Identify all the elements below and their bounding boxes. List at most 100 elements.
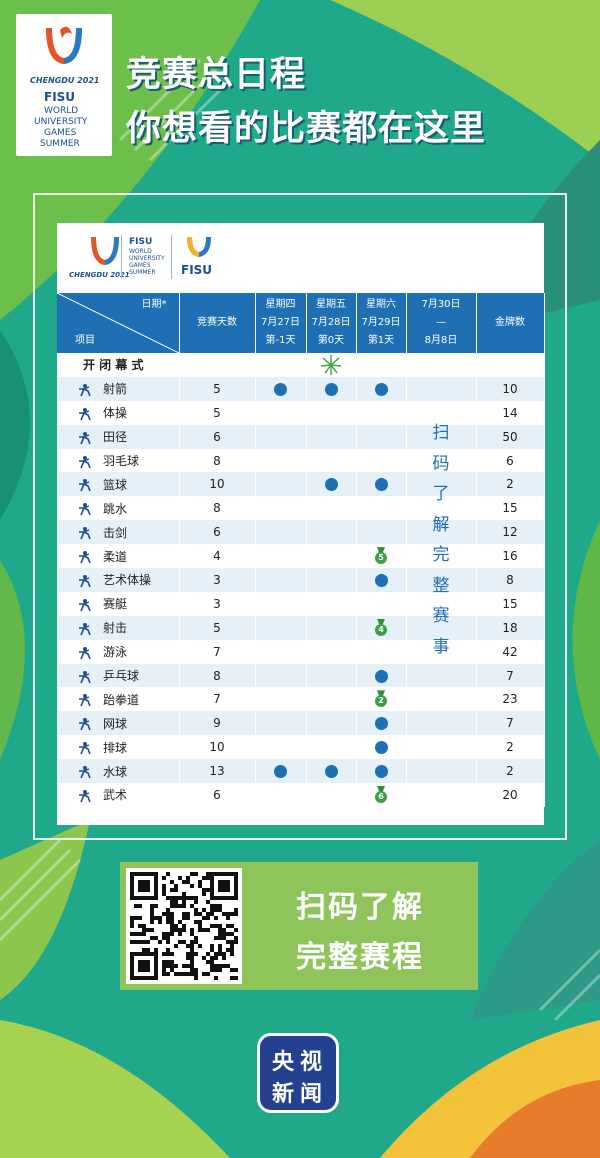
sport-pictogram-icon	[79, 407, 91, 421]
cell-sat	[356, 663, 407, 688]
sport-pictogram-icon	[79, 479, 91, 492]
medals-cell: 50	[476, 424, 545, 449]
table-row: 水球 13 2	[57, 759, 545, 784]
sport-name: 武术	[103, 788, 128, 803]
schedule-dot-icon	[324, 478, 338, 492]
ceremony-row: 开 闭 幕 式	[57, 353, 545, 377]
sport-name: 击剑	[103, 525, 128, 540]
range-cell	[406, 496, 477, 521]
header-medals: 金牌数	[476, 293, 545, 353]
fisu-mark-text: FISU	[181, 263, 213, 277]
sport-pictogram-icon	[79, 766, 91, 779]
cell-sat	[356, 376, 407, 401]
range-cell	[406, 544, 477, 569]
range-cell	[406, 735, 477, 760]
sport-name: 赛艇	[103, 597, 128, 612]
scan-note-char: 赛	[432, 606, 450, 626]
medal-count: 6	[375, 790, 387, 803]
sport-pictogram-icon	[79, 718, 91, 731]
scan-note-char: 整	[432, 575, 450, 596]
sport-cell: 羽毛球	[57, 448, 180, 473]
days-cell: 8	[179, 496, 256, 521]
days-cell: 8	[179, 448, 256, 473]
card-fisu: FISU	[129, 237, 153, 247]
sport-name: 乒乓球	[103, 669, 140, 684]
table-row: 体操 5 14	[57, 400, 545, 425]
schedule-dot-icon	[374, 765, 388, 779]
cell-sat	[356, 448, 407, 473]
sport-cell: 田径	[57, 424, 180, 449]
sport-pictogram-icon	[79, 551, 91, 564]
scan-note-char: 扫	[432, 423, 450, 443]
sport-pictogram-icon	[79, 503, 91, 516]
table-row: 武术 6 6 20	[57, 783, 545, 807]
days-cell: 3	[179, 591, 256, 616]
games-emblem-icon	[46, 26, 82, 64]
city-year-text: CHENGDU 2021	[30, 76, 100, 85]
sport-cell: 赛艇	[57, 591, 180, 616]
sport-cell: 击剑	[57, 520, 180, 545]
qr-panel[interactable]: 扫码了解 完整赛程	[120, 862, 478, 990]
header-thu-date: 7月27日	[260, 317, 301, 328]
header-fri-day: 第0天	[317, 335, 345, 346]
schedule-dot-icon	[374, 741, 388, 755]
schedule-dot-icon	[374, 382, 388, 396]
fisu-text: FISU	[44, 90, 76, 104]
header-range-end: 8月8日	[424, 335, 458, 346]
table-row: 跳水 8 15	[57, 496, 545, 521]
card-logos: CHENGDU 2021 FISU WORLD UNIVERSITY GAMES…	[57, 223, 544, 293]
gold-medal-icon: 5	[375, 547, 387, 565]
ceremony-days	[179, 353, 256, 377]
cell-sat: 6	[356, 783, 407, 807]
sport-cell: 篮球	[57, 472, 180, 497]
sport-name: 射击	[103, 621, 128, 636]
cell-thu	[255, 424, 307, 449]
badge-char-1: 央	[272, 1050, 295, 1075]
cell-fri	[306, 663, 357, 688]
cell-fri	[306, 735, 357, 760]
cell-fri	[306, 783, 357, 807]
fisu-mark-icon	[187, 237, 211, 257]
header-sat-date: 7月29日	[361, 317, 401, 328]
days-cell: 10	[179, 735, 256, 760]
range-cell	[406, 759, 477, 784]
cell-sat: 5	[356, 544, 407, 569]
medal-count: 5	[375, 552, 387, 565]
table-row: 柔道 4 5 16	[57, 544, 545, 569]
table-row: 篮球 10 2	[57, 472, 545, 497]
cell-fri	[306, 615, 357, 640]
table-header-row: 日期* 项目 竞赛天数 星期四 7月27日 第-1天 星期五 7月28日 第0天…	[57, 293, 545, 353]
cell-thu	[255, 568, 307, 592]
scan-note-char: 事	[432, 636, 450, 657]
medals-cell: 2	[476, 759, 545, 784]
qr-code[interactable]	[126, 868, 242, 984]
sport-name: 篮球	[103, 477, 128, 492]
medals-cell: 8	[476, 568, 545, 592]
scan-note-char: 码	[432, 453, 450, 474]
medals-cell: 2	[476, 735, 545, 760]
medals-cell: 6	[476, 448, 545, 473]
sport-pictogram-icon	[79, 789, 91, 803]
logo-divider	[121, 235, 122, 279]
medal-count: 2	[375, 695, 387, 708]
table-row: 羽毛球 8 6	[57, 448, 545, 473]
table-row: 排球 10 2	[57, 735, 545, 760]
sport-pictogram-icon	[79, 431, 91, 444]
range-cell	[406, 591, 477, 616]
ceremony-label: 开 闭 幕 式	[57, 353, 180, 377]
cell-thu	[255, 544, 307, 569]
cell-sat	[356, 520, 407, 545]
table-row: 射击 5 4 18	[57, 615, 545, 640]
sport-cell: 武术	[57, 783, 180, 807]
sport-cell: 排球	[57, 735, 180, 760]
card-event-1: WORLD	[129, 248, 152, 255]
cell-thu	[255, 591, 307, 616]
corner-date-label: 日期*	[141, 299, 167, 310]
header-days: 竞赛天数	[179, 293, 256, 353]
medals-cell: 18	[476, 615, 545, 640]
medals-cell: 16	[476, 544, 545, 569]
header-fri-week: 星期五	[316, 299, 346, 310]
table-row: 跆拳道 7 2 23	[57, 687, 545, 712]
medals-cell: 15	[476, 496, 545, 521]
